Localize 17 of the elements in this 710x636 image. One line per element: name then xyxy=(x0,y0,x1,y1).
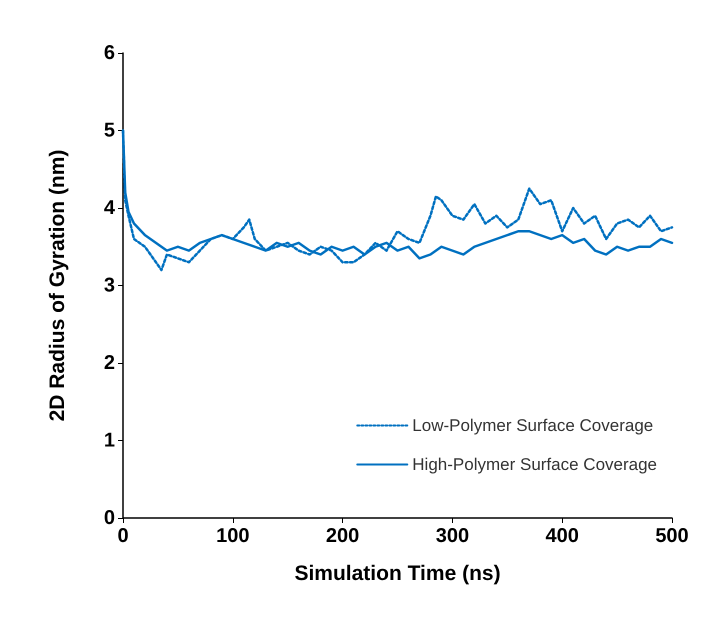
legend-label: High-Polymer Surface Coverage xyxy=(412,455,658,474)
legend-label: Low-Polymer Surface Coverage xyxy=(412,416,654,435)
x-tick-label: 200 xyxy=(326,525,360,547)
x-axis-title: Simulation Time (ns) xyxy=(294,562,501,585)
y-tick-label: 4 xyxy=(104,197,116,219)
x-tick-label: 0 xyxy=(117,525,129,547)
y-axis-title: 2D Radius of Gyration (nm) xyxy=(46,150,69,422)
x-tick-label: 300 xyxy=(436,525,470,547)
y-tick-label: 3 xyxy=(104,274,115,296)
y-tick-label: 2 xyxy=(104,352,115,374)
x-tick-label: 400 xyxy=(546,525,579,547)
x-tick-label: 500 xyxy=(655,525,689,547)
y-tick-label: 5 xyxy=(104,120,115,142)
y-tick-label: 0 xyxy=(104,507,115,529)
y-tick-label: 6 xyxy=(104,42,115,64)
x-tick-label: 100 xyxy=(216,525,250,547)
y-tick-label: 1 xyxy=(104,430,115,452)
